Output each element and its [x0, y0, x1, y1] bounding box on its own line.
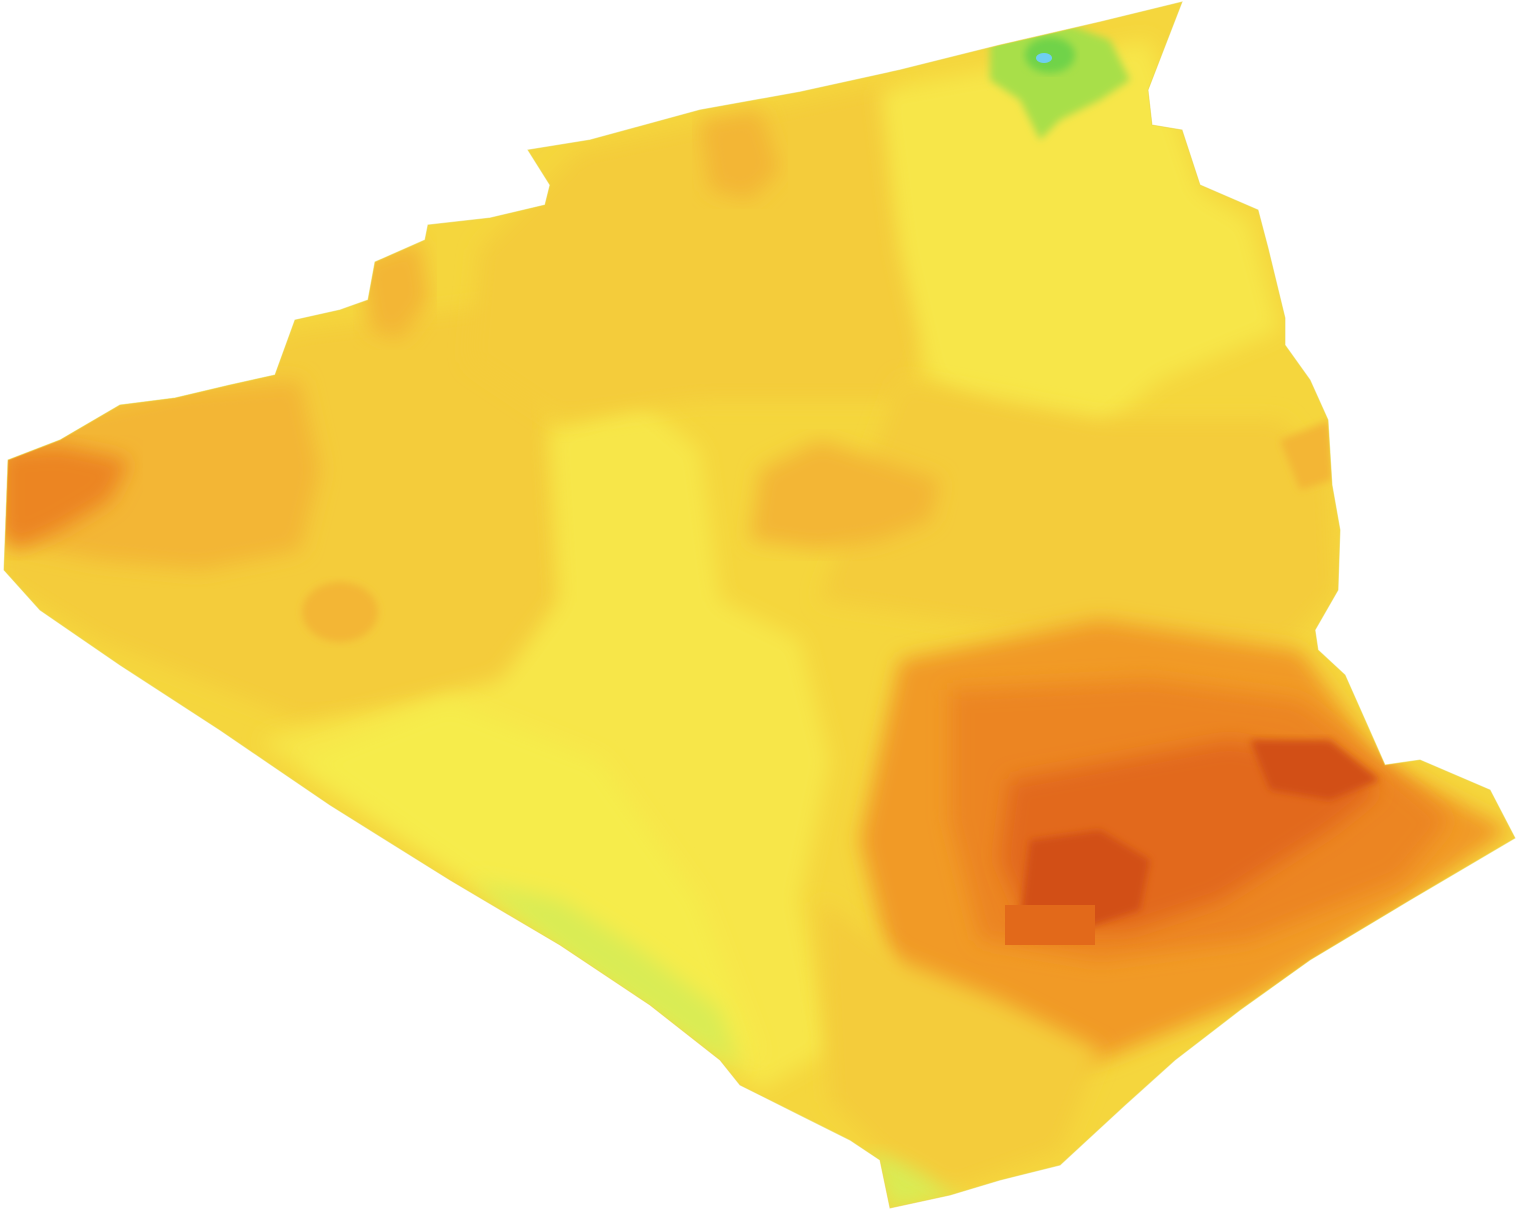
north-central-gold [470, 80, 930, 420]
south-gold-margin [820, 900, 1100, 1190]
far-west-dark-zone [4, 445, 130, 550]
se-red-east [1250, 740, 1380, 800]
nw-orange-strip [360, 240, 430, 340]
ne-green-area [990, 25, 1130, 140]
north-east-yellow [880, 40, 1280, 430]
ne-lake [1036, 53, 1052, 63]
east-edge-orange [1280, 420, 1332, 490]
west-orange-blob [302, 582, 378, 642]
central-orange-band [750, 440, 940, 550]
north-orange-wedge [700, 110, 780, 200]
east-central-gold [820, 380, 1335, 640]
se-red-block [1005, 905, 1095, 945]
